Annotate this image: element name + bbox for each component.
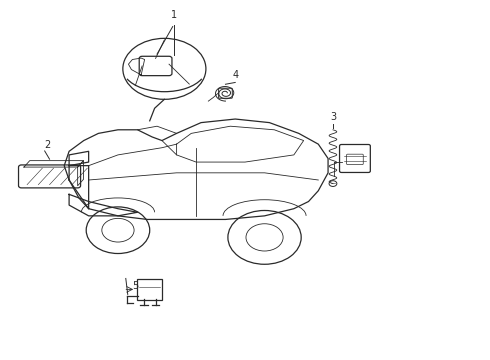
Text: 3: 3 bbox=[330, 112, 336, 122]
FancyBboxPatch shape bbox=[139, 56, 172, 76]
Text: 1: 1 bbox=[171, 10, 177, 20]
Text: 4: 4 bbox=[232, 70, 238, 80]
FancyBboxPatch shape bbox=[219, 88, 232, 98]
Text: 5: 5 bbox=[132, 281, 138, 291]
FancyBboxPatch shape bbox=[19, 165, 80, 188]
FancyBboxPatch shape bbox=[340, 144, 370, 172]
Text: 2: 2 bbox=[44, 140, 50, 149]
FancyBboxPatch shape bbox=[137, 279, 162, 300]
FancyBboxPatch shape bbox=[346, 154, 363, 165]
